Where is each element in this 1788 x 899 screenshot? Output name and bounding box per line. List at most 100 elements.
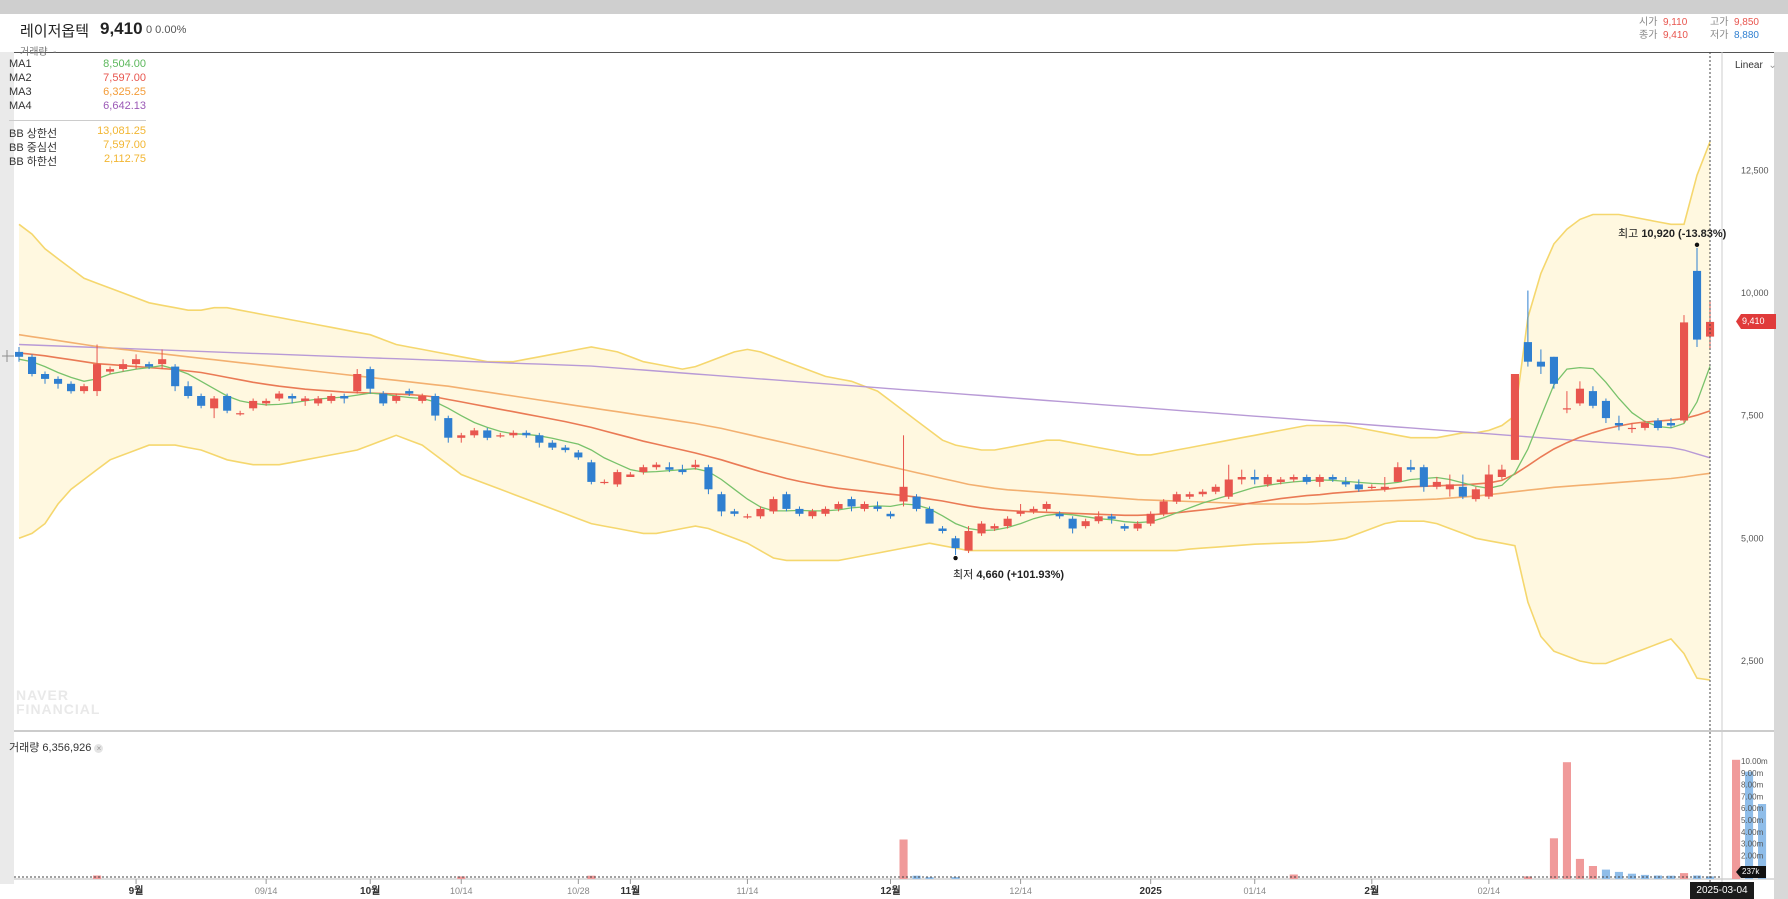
candle [1146, 513, 1155, 524]
candle [1510, 374, 1519, 460]
legend-ma4-name: MA4 [9, 100, 32, 112]
legend-bb-lower: BB 하한선 2,112.75 [9, 153, 146, 168]
candle [288, 396, 297, 399]
watermark-line-2: FINANCIAL [16, 701, 101, 717]
legend-ma4-value: 6,642.13 [103, 100, 146, 112]
candle [1133, 523, 1142, 529]
legend-ma3-value: 6,325.25 [103, 86, 146, 98]
candle [1562, 408, 1571, 410]
candle [1666, 423, 1675, 426]
volume-bar [899, 839, 908, 879]
candle [522, 432, 531, 436]
candle [990, 526, 999, 529]
right-edge-strip [1774, 52, 1788, 899]
low-marker [953, 555, 958, 561]
volume-tick-label: 3.00m [1741, 840, 1764, 849]
volume-bar [1562, 762, 1571, 879]
candle [1237, 477, 1246, 480]
volume-bar [1588, 866, 1597, 879]
candle [886, 513, 895, 517]
low-annotation-pct: (+101.93%) [1006, 569, 1065, 581]
volume-bar [1614, 871, 1623, 879]
candle [1068, 518, 1077, 529]
candle [1172, 494, 1181, 502]
candle [171, 366, 180, 387]
volume-tick-label: 9.00m [1741, 769, 1764, 778]
candle [15, 351, 24, 357]
candle [1263, 477, 1272, 485]
high-marker [1694, 242, 1700, 248]
header-volume-value: - [53, 47, 57, 58]
candle [1042, 504, 1051, 509]
low-annotation-label: 최저 [953, 569, 974, 581]
volume-bar [1601, 869, 1610, 879]
volume-bar [951, 877, 960, 879]
candle [756, 508, 765, 517]
candle [769, 499, 778, 512]
candle [457, 435, 466, 438]
scale-mode-dropdown[interactable]: Linear ⌄ [1735, 60, 1777, 71]
volume-tick-label: 7.00m [1741, 792, 1764, 801]
legend-bb-lower-value: 2,112.75 [103, 153, 146, 165]
candle [1341, 481, 1350, 485]
crosshair-date-tag: 2025-03-04 [1690, 882, 1754, 899]
close-icon[interactable]: × [94, 743, 104, 753]
candle [1224, 479, 1233, 497]
low-annotation-value: 4,660 [976, 569, 1004, 581]
candle [353, 374, 362, 392]
price-tick-label: 7,500 [1741, 411, 1764, 421]
candle [1406, 467, 1415, 470]
candle [1094, 516, 1103, 522]
stock-name: 레이저옵텍 [20, 23, 90, 40]
candle [730, 511, 739, 514]
candle [1276, 479, 1285, 482]
candle [665, 467, 674, 470]
candle [1159, 501, 1168, 514]
volume-bar [912, 875, 921, 879]
candle [821, 508, 830, 514]
candle [314, 398, 323, 404]
candle [1471, 489, 1480, 500]
legend-ma2-name: MA2 [9, 72, 32, 84]
candle [951, 538, 960, 549]
candle [275, 393, 284, 399]
candle [379, 393, 388, 404]
candle [1211, 486, 1220, 492]
candle [899, 486, 908, 502]
volume-tick-label: 5.00m [1741, 816, 1764, 825]
indicator-legend: MA1 8,504.00 MA2 7,597.00 MA3 6,325.25 MA4 6… [9, 58, 146, 168]
candle [119, 364, 128, 369]
ma3-line [18, 333, 1711, 505]
current-volume-tag: 237k [1736, 866, 1766, 878]
candle [847, 499, 856, 507]
candle [1419, 467, 1428, 487]
candle [1016, 511, 1025, 514]
legend-ma1: MA1 8,504.00 [9, 58, 146, 72]
candle [808, 511, 817, 517]
candle [1536, 361, 1545, 367]
ma4-line [18, 343, 1711, 459]
candle [1588, 391, 1597, 406]
legend-divider [9, 120, 146, 121]
volume-tick-label: 10.00m [1741, 757, 1768, 766]
candle [1107, 516, 1116, 519]
candle [652, 464, 661, 468]
volume-bar [1693, 875, 1702, 879]
candle [639, 467, 648, 473]
candle [925, 508, 934, 524]
volume-tick-label: 8.00m [1741, 781, 1764, 790]
x-tick-label: 01/14 [1243, 886, 1266, 896]
x-tick-label: 12월 [880, 885, 900, 897]
candle [1003, 518, 1012, 527]
watermark-line-1: NAVER [16, 687, 69, 703]
ohlc-close-value: 9,410 [1662, 30, 1688, 41]
candle [1601, 400, 1610, 419]
ohlc-open: 시가 9,110 [1639, 13, 1687, 28]
x-tick-label: 12/14 [1009, 886, 1032, 896]
chevron-down-icon: ⌄ [1768, 60, 1777, 71]
candle [1315, 477, 1324, 482]
low-annotation: 최저 4,660 (+101.93%) [953, 566, 1064, 582]
volume-tick-label: 2.00m [1741, 851, 1764, 860]
